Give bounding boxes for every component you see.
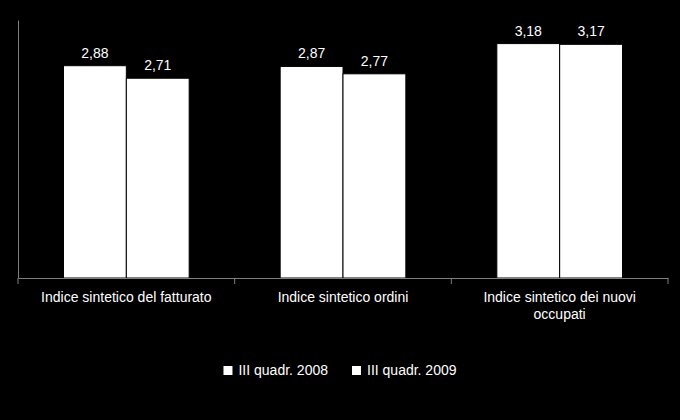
x-tick-label-line: occupati: [534, 306, 586, 322]
x-tick-label-line: Indice sintetico dei nuovi: [483, 289, 636, 305]
x-tick-label-line: Indice sintetico ordini: [278, 289, 409, 305]
category-separator: [234, 278, 235, 284]
category-separator: [451, 278, 452, 284]
x-tick-label-line: Indice sintetico del fatturato: [41, 289, 212, 305]
x-tick-label: Indice sintetico ordini: [278, 289, 409, 305]
data-label: 2,77: [361, 53, 388, 69]
legend-swatch: [223, 366, 232, 375]
data-label: 2,71: [144, 57, 171, 73]
bar: [280, 66, 343, 278]
legend-item: III quadr. 2009: [352, 362, 457, 378]
x-axis: Indice sintetico del fatturato Indice sin…: [19, 278, 669, 322]
plot: 2,88 2,87 3,18 2,71 2,77 3,17 Indice sintetico…: [18, 21, 669, 323]
x-axis-line: [19, 278, 669, 279]
data-labels: 2,88 2,87 3,18 2,71 2,77 3,17: [81, 23, 605, 74]
category-separator: [668, 278, 669, 284]
y-axis: [18, 21, 19, 279]
x-tick: Indice sintetico del fatturato: [41, 278, 212, 305]
data-label: 2,87: [298, 45, 325, 61]
y-axis-line: [18, 21, 19, 279]
legend-label: III quadr. 2008: [238, 362, 328, 378]
x-tick: Indice sintetico dei nuovioccupati: [483, 278, 636, 322]
data-label: 3,18: [515, 23, 542, 39]
data-label: 3,17: [577, 23, 604, 39]
data-label: 2,88: [81, 45, 108, 61]
legend-swatch: [352, 366, 361, 375]
legend-item: III quadr. 2008: [223, 362, 328, 378]
bars: [64, 44, 623, 278]
chart: 2,88 2,87 3,18 2,71 2,77 3,17 Indice sintetico…: [0, 0, 680, 420]
bar: [560, 44, 623, 278]
bar: [126, 78, 189, 278]
x-tick-label: Indice sintetico del fatturato: [41, 289, 212, 305]
bar: [497, 44, 560, 278]
legend-label: III quadr. 2009: [367, 362, 457, 378]
legend: III quadr. 2008 III quadr. 2009: [223, 362, 456, 378]
bar: [343, 74, 406, 278]
x-tick: Indice sintetico ordini: [278, 278, 409, 305]
x-tick-label: Indice sintetico dei nuovioccupati: [483, 289, 636, 323]
bar: [64, 66, 127, 278]
category-separator: [18, 278, 19, 284]
